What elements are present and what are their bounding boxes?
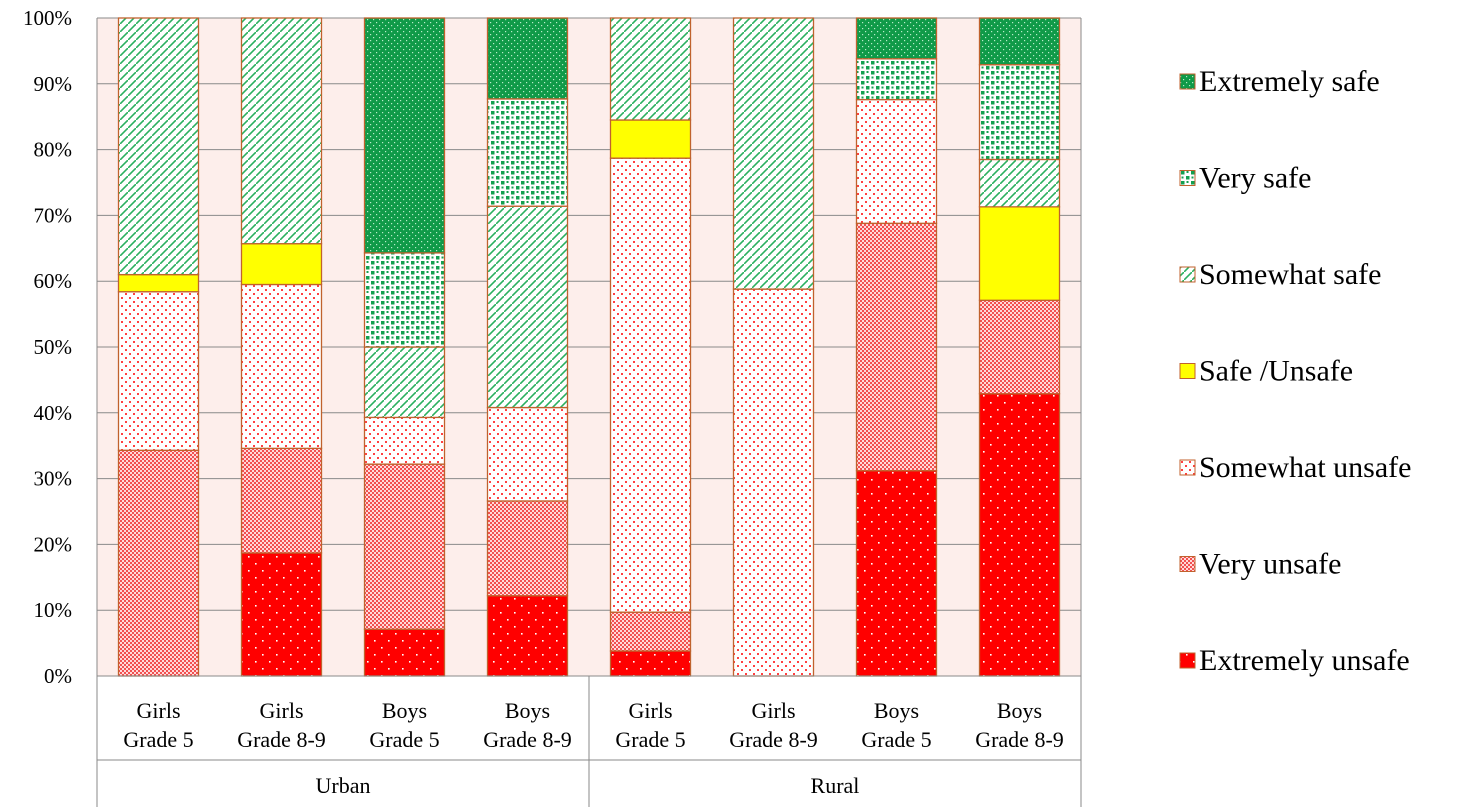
y-tick-label: 70% <box>34 203 73 227</box>
x-tick-label: Grade 5 <box>123 727 193 752</box>
bar-segment-somewhat-unsafe <box>363 416 446 465</box>
y-tick-label: 40% <box>34 401 73 425</box>
bar-segment-somewhat-unsafe <box>732 288 815 677</box>
bar-segment-very-safe <box>855 58 938 101</box>
x-tick-label: Grade 5 <box>861 727 931 752</box>
bar-segment-extremely-safe <box>855 17 938 60</box>
x-tick-label: Boys <box>997 698 1042 723</box>
legend-label-very-unsafe: Very unsafe <box>1199 548 1341 581</box>
y-tick-label: 30% <box>34 467 73 491</box>
x-tick-label: Girls <box>752 698 796 723</box>
bar-segment-very-unsafe <box>117 449 200 677</box>
legend-swatch-very-safe <box>1179 170 1196 186</box>
axes <box>96 18 1082 807</box>
bar-segment-extremely-unsafe <box>240 552 323 677</box>
y-tick-labels: 0% 10% 20% 30% 40% 50% 60% 70% 80% 90% 100% <box>23 6 72 688</box>
bar-segment-somewhat-unsafe <box>117 291 200 451</box>
x-tick-label: Grade 8-9 <box>975 727 1064 752</box>
y-tick-label: 100% <box>23 6 72 30</box>
x-tick-label: Grade 5 <box>615 727 685 752</box>
x-tick-label: Boys <box>382 698 427 723</box>
x-tick-label: Boys <box>874 698 919 723</box>
bar-segment-extremely-unsafe <box>978 393 1061 677</box>
bar-segment-very-unsafe <box>855 222 938 472</box>
bar-segment-somewhat-safe <box>363 346 446 419</box>
x-tick-label: Boys <box>505 698 550 723</box>
bars <box>117 17 1061 677</box>
x-tick-label: Girls <box>629 698 673 723</box>
x-group-label: Urban <box>316 773 371 798</box>
bar-segment-somewhat-safe <box>978 158 1061 208</box>
bar-segment-very-unsafe <box>609 611 692 652</box>
bar-segment-somewhat-safe <box>240 17 323 245</box>
bar-segment-extremely-unsafe <box>486 595 569 677</box>
x-tick-labels: Girls Grade 5 Girls Grade 8-9 Boys Grade 5 Boy… <box>123 698 1063 798</box>
bar-segment-safe-unsafe <box>978 206 1061 301</box>
x-tick-label: Grade 5 <box>369 727 439 752</box>
legend-swatch-somewhat-unsafe <box>1179 459 1196 476</box>
y-tick-label: 60% <box>34 269 73 293</box>
y-tick-label: 0% <box>44 664 72 688</box>
bar-segment-very-unsafe <box>363 463 446 630</box>
bar-segment-extremely-safe <box>363 17 446 254</box>
y-tick-label: 10% <box>34 598 73 622</box>
bar-segment-somewhat-safe <box>609 17 692 121</box>
bar-segment-safe-unsafe <box>117 273 200 293</box>
bar-segment-somewhat-unsafe <box>855 98 938 224</box>
bar-segment-somewhat-safe <box>486 205 569 409</box>
legend: Extremely safe Very safe Somewhat safe Safe… <box>1179 65 1411 677</box>
bar-segment-extremely-unsafe <box>363 628 446 677</box>
x-tick-label: Grade 8-9 <box>237 727 326 752</box>
bar-segment-extremely-unsafe <box>609 650 692 677</box>
bar-segment-safe-unsafe <box>609 119 692 159</box>
x-tick-label: Grade 8-9 <box>483 727 572 752</box>
bar-segment-very-unsafe <box>240 447 323 554</box>
legend-swatch-extremely-unsafe <box>1179 652 1196 669</box>
y-tick-label: 20% <box>34 532 73 556</box>
bar-segment-somewhat-unsafe <box>609 157 692 613</box>
legend-swatch-somewhat-safe <box>1179 266 1196 283</box>
y-tick-label: 50% <box>34 335 73 359</box>
legend-label-extremely-safe: Extremely safe <box>1199 65 1380 98</box>
bar-segment-very-safe <box>486 98 569 207</box>
legend-swatch-extremely-safe <box>1179 73 1196 90</box>
legend-label-extremely-unsafe: Extremely unsafe <box>1199 644 1410 677</box>
bar-segment-very-unsafe <box>486 500 569 597</box>
y-tick-label: 80% <box>34 138 73 162</box>
x-tick-label: Girls <box>260 698 304 723</box>
bar-segment-very-safe <box>363 252 446 348</box>
bar-segment-very-safe <box>978 64 1061 161</box>
x-tick-label: Girls <box>137 698 181 723</box>
bar-segment-somewhat-safe <box>732 17 815 290</box>
bar-segment-somewhat-unsafe <box>486 406 569 502</box>
legend-swatch-very-unsafe <box>1179 556 1196 572</box>
bar-segment-somewhat-unsafe <box>240 283 323 449</box>
legend-label-somewhat-safe: Somewhat safe <box>1199 258 1381 291</box>
bar-segment-extremely-safe <box>486 17 569 100</box>
x-group-label: Rural <box>811 773 860 798</box>
bar-segment-very-unsafe <box>978 299 1061 395</box>
y-tick-label: 90% <box>34 72 73 96</box>
bar-segment-somewhat-safe <box>117 17 200 276</box>
bar-segment-safe-unsafe <box>240 243 323 286</box>
legend-label-safe-unsafe: Safe /Unsafe <box>1199 355 1353 388</box>
bar-segment-extremely-unsafe <box>855 470 938 677</box>
bar-segment-extremely-safe <box>978 17 1061 66</box>
legend-label-very-safe: Very safe <box>1199 162 1311 195</box>
legend-label-somewhat-unsafe: Somewhat unsafe <box>1199 451 1411 484</box>
x-tick-label: Grade 8-9 <box>729 727 818 752</box>
legend-swatch-safe-unsafe <box>1179 363 1196 379</box>
